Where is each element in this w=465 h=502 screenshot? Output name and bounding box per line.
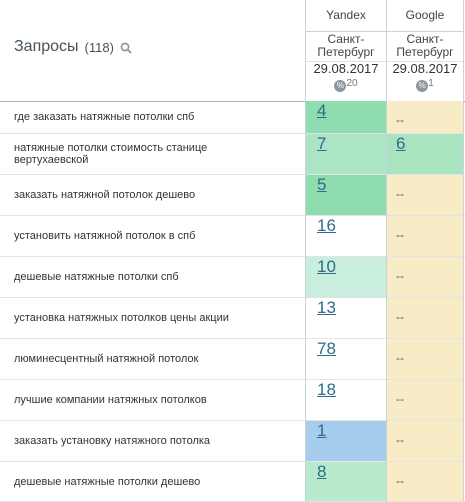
- yandex-position-link[interactable]: 5: [317, 175, 327, 194]
- query-text: установка натяжных потолков цены акции: [14, 312, 229, 324]
- google-position-empty: --: [396, 269, 404, 283]
- google-position-empty: --: [396, 433, 404, 447]
- table-row: установить натяжной потолок в спб 16 --: [0, 216, 465, 257]
- yandex-position-link[interactable]: 16: [317, 216, 336, 235]
- yandex-position-cell: 5: [306, 175, 386, 215]
- table-row: дешевые натяжные потолки дешево 8 --: [0, 462, 465, 502]
- google-position-cell: --: [387, 462, 463, 501]
- queries-count: (118): [84, 39, 114, 55]
- yandex-position-link[interactable]: 78: [317, 339, 336, 358]
- google-position-empty: --: [396, 187, 404, 201]
- yandex-position-cell: 7: [306, 134, 386, 174]
- query-text: люминесцентный натяжной потолок: [14, 353, 199, 365]
- engine-name: Google: [387, 0, 463, 32]
- yandex-position-link[interactable]: 1: [317, 421, 327, 440]
- google-position-empty: --: [396, 351, 404, 365]
- engine-name: Yandex: [306, 0, 386, 32]
- region-line: Санкт-: [327, 32, 365, 46]
- query-text: установить натяжной потолок в спб: [14, 230, 196, 242]
- google-position-empty: --: [396, 310, 404, 324]
- engine-region: Санкт- Петербург: [387, 32, 463, 62]
- yandex-position-link[interactable]: 8: [317, 462, 327, 481]
- search-icon[interactable]: [120, 41, 132, 54]
- yandex-position-cell: 13: [306, 298, 386, 338]
- table-row: натяжные потолки стоимость станице верту…: [0, 134, 465, 175]
- query-text: лучшие компании натяжных потолков: [14, 394, 207, 406]
- google-position-cell: --: [387, 421, 463, 461]
- yandex-position-cell: 10: [306, 257, 386, 297]
- yandex-position-cell: 1: [306, 421, 386, 461]
- google-position-link[interactable]: 6: [396, 134, 406, 153]
- yandex-position-link[interactable]: 10: [317, 257, 336, 276]
- region-line: Санкт-: [406, 32, 444, 46]
- table-row: установка натяжных потолков цены акции 13…: [0, 298, 465, 339]
- google-position-cell: --: [387, 257, 463, 297]
- query-text: натяжные потолки стоимость станице верту…: [14, 142, 208, 166]
- google-position-cell: --: [387, 380, 463, 420]
- table-row: люминесцентный натяжной потолок 78 --: [0, 339, 465, 380]
- yandex-position-cell: 16: [306, 216, 386, 256]
- yandex-position-cell: 8: [306, 462, 386, 501]
- yandex-position-cell: 78: [306, 339, 386, 379]
- percent-value: 20: [346, 78, 358, 89]
- yandex-column-header: Yandex Санкт- Петербург 29.08.2017 % 20: [306, 0, 386, 101]
- percent-icon[interactable]: %: [416, 80, 429, 92]
- google-position-cell: 6: [387, 134, 463, 174]
- table-row: заказать установку натяжного потолка 1 --: [0, 421, 465, 462]
- google-position-empty: --: [396, 228, 404, 242]
- check-date: 29.08.2017: [313, 61, 379, 76]
- query-text: заказать установку натяжного потолка: [14, 435, 211, 447]
- visibility-percent: % 20: [306, 78, 386, 92]
- google-position-empty: --: [396, 113, 404, 127]
- yandex-position-link[interactable]: 18: [317, 380, 336, 399]
- engine-region: Санкт- Петербург: [306, 32, 386, 62]
- table-row: где заказать натяжные потолки спб 4 --: [0, 101, 465, 134]
- check-date: 29.08.2017: [392, 61, 458, 76]
- google-position-cell: --: [387, 175, 463, 215]
- yandex-position-cell: 4: [306, 101, 386, 133]
- query-text: заказать натяжной потолок дешево: [14, 189, 196, 201]
- table-row: заказать натяжной потолок дешево 5 --: [0, 175, 465, 216]
- google-position-cell: --: [387, 339, 463, 379]
- table-header: Запросы (118) Yandex Санкт- Петербург 29…: [0, 0, 465, 102]
- query-text: дешевые натяжные потолки спб: [14, 271, 179, 283]
- google-position-cell: --: [387, 101, 463, 133]
- queries-title-label: Запросы: [14, 38, 79, 55]
- table-row: лучшие компании натяжных потолков 18 --: [0, 380, 465, 421]
- visibility-percent: % 1: [387, 78, 463, 92]
- google-position-cell: --: [387, 216, 463, 256]
- query-text: где заказать натяжные потолки спб: [14, 111, 195, 123]
- google-position-empty: --: [396, 474, 404, 488]
- yandex-position-link[interactable]: 7: [317, 134, 327, 153]
- percent-value: 1: [428, 78, 434, 89]
- yandex-position-cell: 18: [306, 380, 386, 420]
- google-column-header: Google Санкт- Петербург 29.08.2017 % 1: [387, 0, 463, 101]
- column-divider: [386, 0, 387, 502]
- google-position-empty: --: [396, 392, 404, 406]
- query-text: дешевые натяжные потолки дешево: [14, 475, 201, 488]
- region-line: Петербург: [396, 45, 454, 59]
- table-row: дешевые натяжные потолки спб 10 --: [0, 257, 465, 298]
- google-position-cell: --: [387, 298, 463, 338]
- column-divider: [305, 0, 306, 502]
- column-divider: [463, 0, 464, 502]
- yandex-position-link[interactable]: 4: [317, 101, 327, 120]
- region-line: Петербург: [317, 45, 375, 59]
- queries-title: Запросы (118): [14, 38, 132, 56]
- percent-icon[interactable]: %: [334, 80, 347, 92]
- yandex-position-link[interactable]: 13: [317, 298, 336, 317]
